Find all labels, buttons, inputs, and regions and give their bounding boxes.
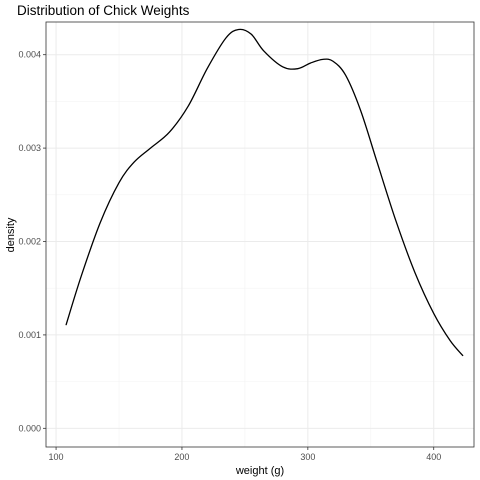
grid-layer bbox=[46, 22, 474, 447]
chart-title: Distribution of Chick Weights bbox=[17, 3, 190, 18]
y-axis-title: density bbox=[5, 217, 17, 252]
x-tick-label: 100 bbox=[49, 452, 64, 462]
density-curve bbox=[65, 28, 464, 357]
y-tick-label: 0.003 bbox=[18, 143, 41, 153]
x-axis-title: weight (g) bbox=[235, 465, 284, 477]
x-tick-label: 200 bbox=[174, 452, 189, 462]
plot-panel-border bbox=[45, 21, 475, 448]
y-tick-label: 0.004 bbox=[18, 50, 41, 60]
y-tick-label: 0.000 bbox=[18, 423, 41, 433]
axis-layer: 100 200 300 400 0.000 0.001 0.002 0.003 0.004 bbox=[18, 50, 441, 462]
x-tick-label: 400 bbox=[426, 452, 441, 462]
y-tick-label: 0.002 bbox=[18, 237, 41, 247]
x-tick-label: 300 bbox=[300, 452, 315, 462]
y-tick-label: 0.001 bbox=[18, 330, 41, 340]
series-layer bbox=[65, 28, 464, 357]
